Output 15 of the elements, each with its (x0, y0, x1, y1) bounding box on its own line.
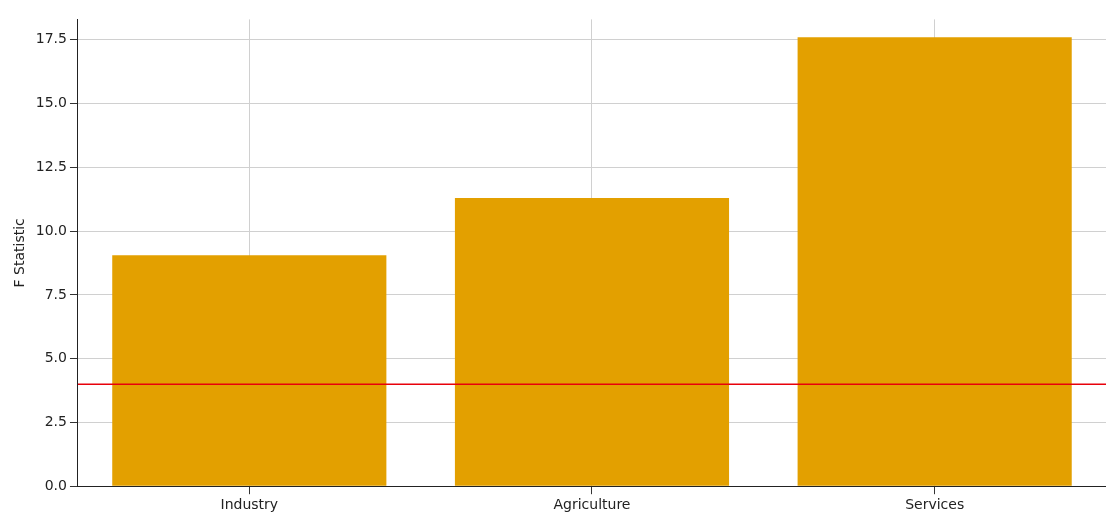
x-tick-label: Services (905, 496, 965, 513)
bar (797, 37, 1072, 486)
y-tick-label: 7.5 (44, 285, 67, 302)
y-tick-label: 2.5 (44, 413, 67, 430)
y-tick-label: 10.0 (35, 221, 67, 238)
bar (454, 197, 730, 486)
y-tick-label: 12.5 (35, 157, 67, 174)
x-tick-label: Agriculture (553, 496, 631, 513)
x-tick-label: Industry (220, 496, 279, 513)
y-tick-label: 5.0 (44, 349, 67, 366)
y-tick-label: 0.0 (44, 476, 67, 493)
y-tick-label: 17.5 (35, 30, 67, 47)
y-tick-label: 15.0 (35, 94, 67, 111)
bar (112, 255, 387, 486)
y-axis-title: F Statistic (11, 218, 28, 288)
